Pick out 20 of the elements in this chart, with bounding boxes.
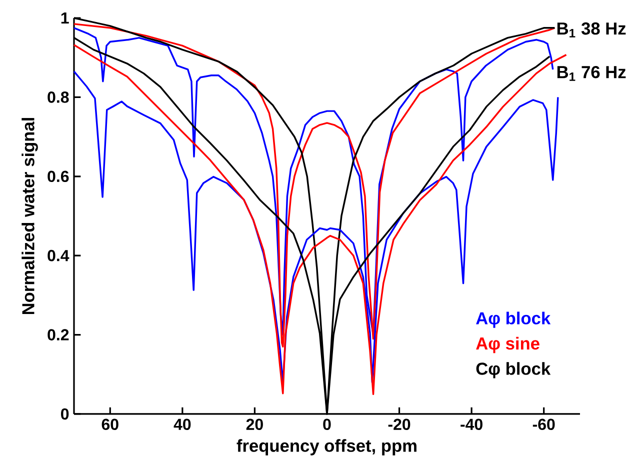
x-axis-title: frequency offset, ppm	[236, 439, 416, 456]
text: Aφ block	[476, 312, 551, 328]
y-tick-label: 0	[61, 408, 69, 420]
x-tick-label: 0	[323, 418, 331, 430]
annotation: B$_{1}$ 38 Hz	[557, 22, 626, 38]
y-tick-label: 0.6	[48, 170, 69, 182]
text: Cφ block	[476, 362, 551, 378]
text: Aφ sine	[476, 336, 540, 354]
x-tick-label: -40	[460, 418, 482, 430]
x-tick-label: 60	[102, 418, 118, 430]
y-tick-label: 0.4	[48, 250, 70, 262]
x-tick-label: -20	[388, 418, 410, 430]
y-tick-label: 1	[61, 12, 69, 24]
x-tick-label: 20	[246, 418, 263, 430]
y-tick-label: 0.8	[48, 92, 69, 103]
annotation: B$_{1}$ 76 Hz	[557, 66, 626, 81]
x-tick-label: -60	[532, 418, 555, 430]
y-axis-title: Normalized water signal	[22, 118, 38, 314]
y-tick-label: 0.2	[48, 329, 69, 340]
x-tick-label: 40	[174, 418, 191, 430]
